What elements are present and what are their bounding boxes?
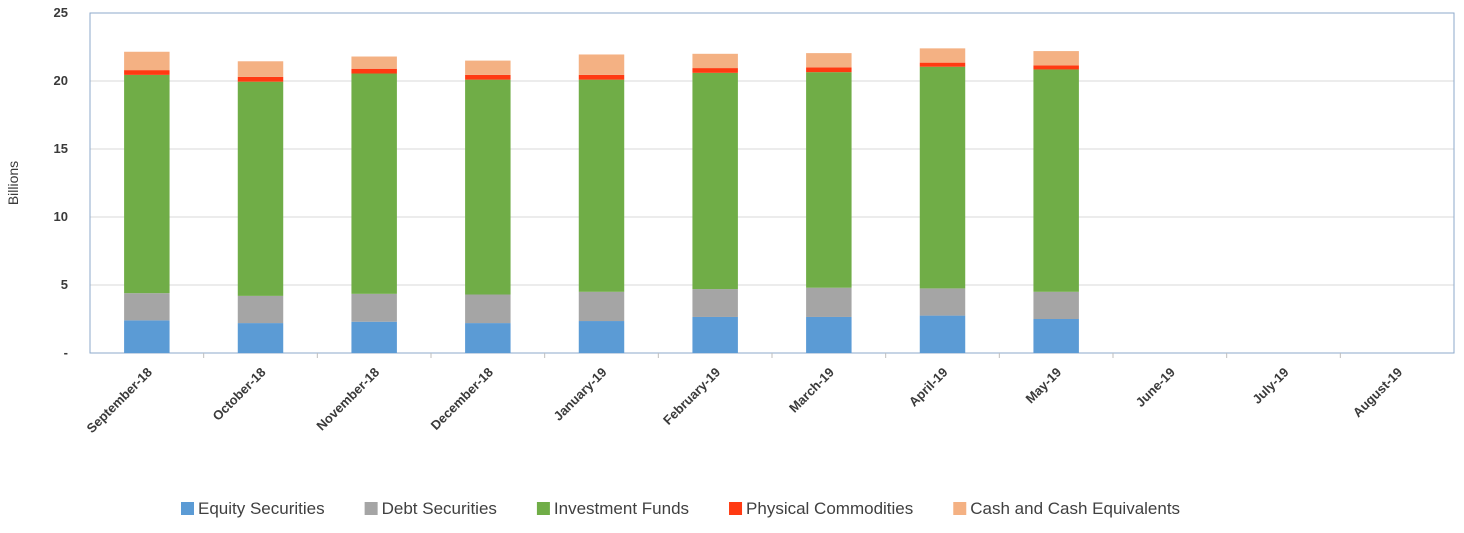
bar-segment bbox=[124, 74, 170, 294]
y-axis-label: Billions bbox=[5, 161, 21, 205]
bar-segment bbox=[578, 74, 625, 80]
x-tick-label: February-19 bbox=[660, 365, 723, 428]
bar-segment bbox=[1033, 65, 1079, 70]
y-tick-label: 15 bbox=[54, 141, 68, 156]
legend: Equity Securities Debt Securities Investme… bbox=[181, 499, 1180, 518]
bar-segment bbox=[578, 291, 625, 322]
x-tick-label: October-18 bbox=[209, 365, 268, 424]
x-axis-ticks: September-18 October-18 November-18 Decembe… bbox=[84, 353, 1406, 436]
bar-segment bbox=[1033, 69, 1079, 292]
bar-segment bbox=[578, 321, 625, 353]
bar-segment bbox=[692, 72, 738, 290]
bar-segment bbox=[806, 316, 852, 353]
bar-segment bbox=[578, 79, 625, 292]
legend-swatch bbox=[953, 502, 967, 515]
bar-segment bbox=[1033, 291, 1079, 319]
bar-segment bbox=[237, 81, 284, 296]
x-tick-label: March-19 bbox=[786, 365, 837, 416]
gridlines bbox=[90, 12, 1454, 354]
y-tick-label: - bbox=[64, 345, 68, 360]
bar-segment bbox=[124, 51, 170, 71]
x-tick-label: April-19 bbox=[906, 365, 951, 410]
bar-segment bbox=[919, 48, 966, 63]
y-axis-ticks: - 5 10 15 20 25 bbox=[54, 5, 68, 360]
bar-segment bbox=[465, 60, 511, 75]
bar-segment bbox=[919, 62, 966, 67]
bar-segment bbox=[692, 316, 738, 353]
bar-segment bbox=[692, 53, 738, 69]
x-tick-label: June-19 bbox=[1133, 365, 1178, 410]
bar-segment bbox=[237, 295, 284, 324]
bar-segment bbox=[465, 294, 511, 324]
bar-segment bbox=[124, 320, 170, 353]
bar-segment bbox=[578, 54, 625, 75]
legend-swatch bbox=[364, 502, 378, 515]
x-tick-label: December-18 bbox=[428, 365, 496, 433]
bar-segment bbox=[919, 315, 966, 353]
bar-segment bbox=[806, 67, 852, 73]
bars bbox=[124, 48, 1079, 353]
bar-segment bbox=[919, 288, 966, 316]
bar-segment bbox=[351, 56, 397, 69]
bar-segment bbox=[237, 323, 284, 353]
bar-segment bbox=[806, 72, 852, 288]
y-tick-label: 25 bbox=[54, 5, 68, 20]
legend-label: Physical Commodities bbox=[746, 499, 913, 518]
x-tick-label: May-19 bbox=[1023, 365, 1065, 407]
y-tick-label: 5 bbox=[61, 277, 68, 292]
x-tick-label: September-18 bbox=[84, 365, 155, 436]
x-tick-label: November-18 bbox=[313, 365, 382, 434]
bar-segment bbox=[1033, 51, 1079, 66]
bar-segment bbox=[465, 323, 511, 353]
y-tick-label: 20 bbox=[54, 73, 68, 88]
y-tick-label: 10 bbox=[54, 209, 68, 224]
legend-swatch bbox=[181, 502, 194, 515]
bar-segment bbox=[692, 289, 738, 317]
legend-label: Equity Securities bbox=[198, 499, 325, 518]
bar-segment bbox=[692, 68, 738, 73]
legend-label: Investment Funds bbox=[554, 499, 689, 518]
legend-label: Cash and Cash Equivalents bbox=[970, 499, 1180, 518]
legend-label: Debt Securities bbox=[382, 499, 497, 518]
bar-segment bbox=[806, 53, 852, 68]
bar-segment bbox=[237, 61, 284, 77]
bar-segment bbox=[351, 68, 397, 74]
bar-segment bbox=[465, 74, 511, 80]
bar-segment bbox=[1033, 319, 1079, 353]
bar-segment bbox=[351, 73, 397, 294]
x-tick-label: August-19 bbox=[1350, 365, 1406, 421]
legend-swatch bbox=[536, 502, 550, 515]
bar-segment bbox=[124, 70, 170, 75]
bar-segment bbox=[237, 76, 284, 82]
bar-segment bbox=[919, 66, 966, 289]
x-tick-label: July-19 bbox=[1249, 365, 1291, 407]
bar-segment bbox=[351, 293, 397, 322]
x-tick-label: January-19 bbox=[550, 365, 609, 424]
bar-segment bbox=[465, 79, 511, 295]
bar-segment bbox=[806, 287, 852, 317]
legend-swatch bbox=[729, 502, 743, 515]
plot-area-border bbox=[89, 12, 1455, 354]
bar-segment bbox=[351, 321, 397, 353]
bar-segment bbox=[124, 293, 170, 321]
